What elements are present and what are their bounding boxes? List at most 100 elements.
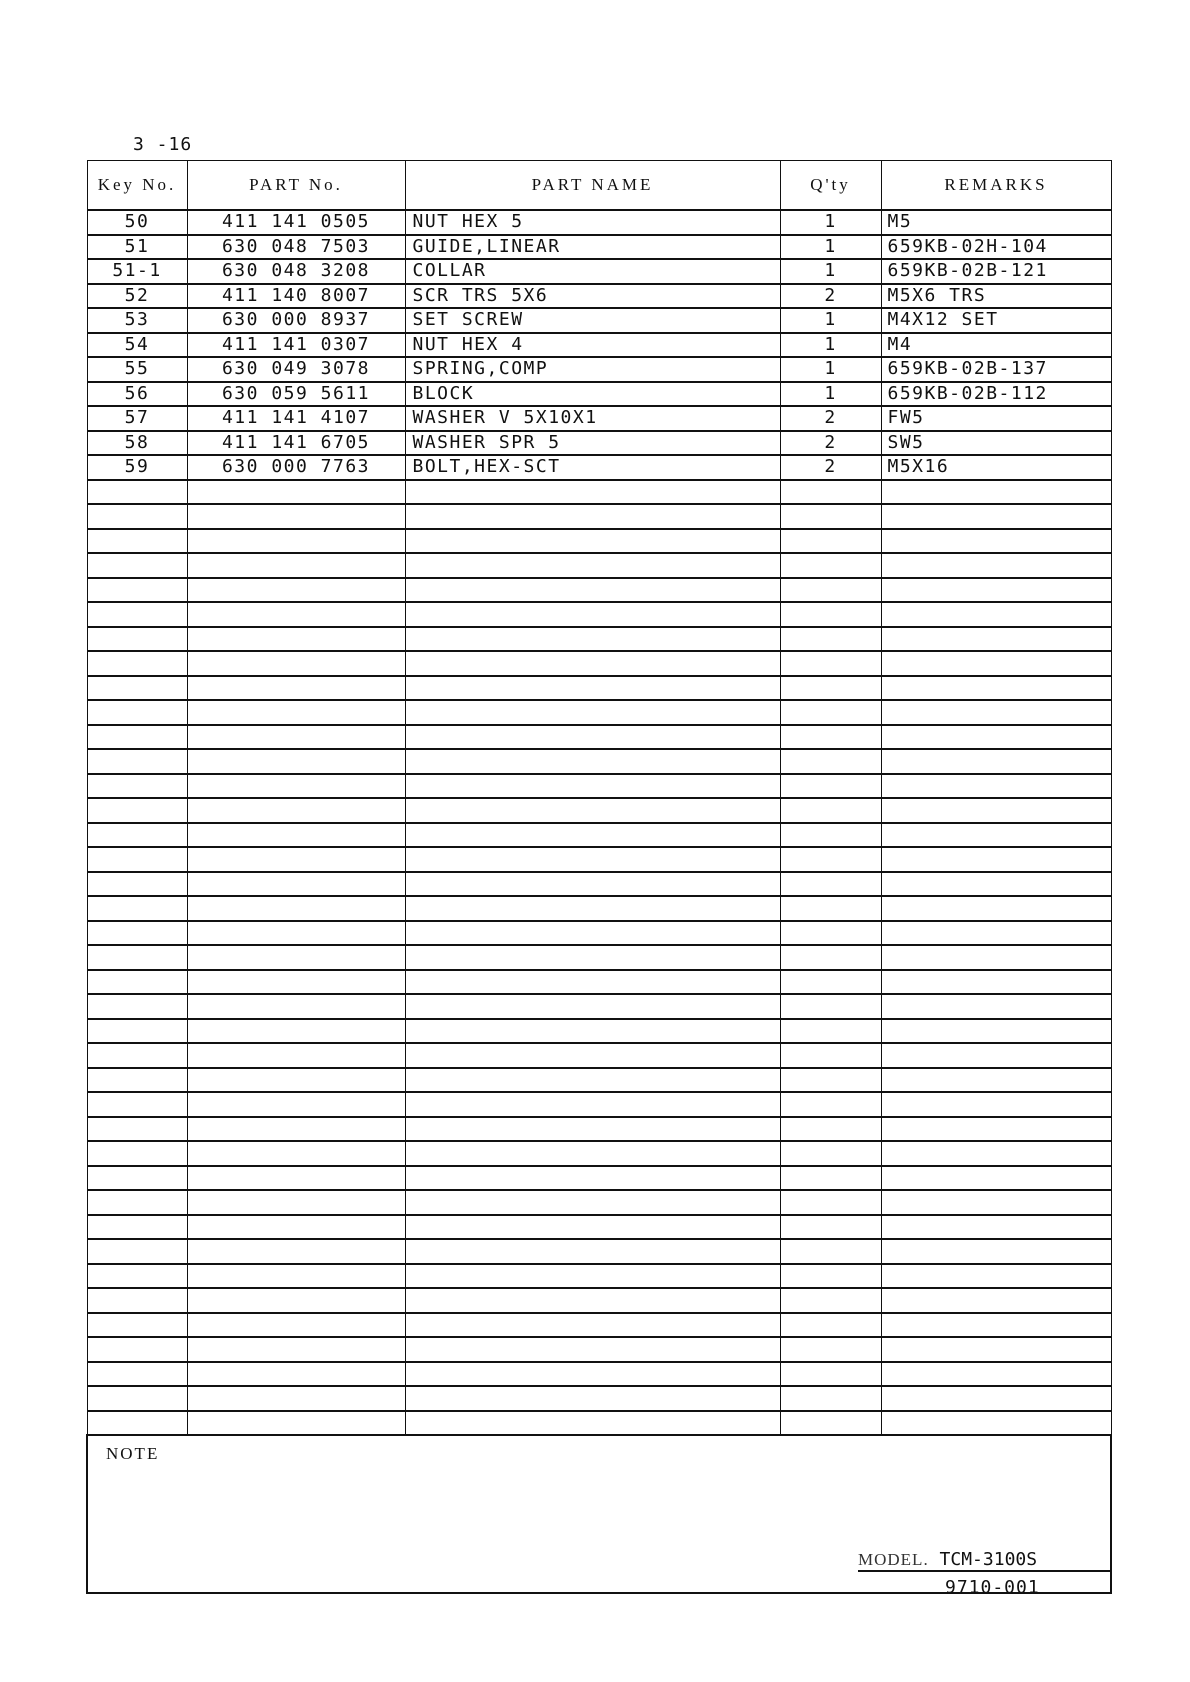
page-number: 3 -16 bbox=[133, 134, 193, 155]
note-label: NOTE bbox=[86, 1434, 1112, 1594]
remarks-cell bbox=[880, 944, 1112, 970]
empty-row bbox=[86, 1018, 1112, 1044]
part-name-cell bbox=[404, 1067, 781, 1093]
key-no-cell bbox=[86, 822, 188, 848]
part-name-cell bbox=[404, 699, 781, 725]
qty-cell bbox=[779, 1091, 882, 1117]
qty-cell bbox=[779, 503, 882, 529]
empty-row bbox=[86, 1238, 1112, 1264]
model-value: TCM-3100S bbox=[939, 1549, 1038, 1570]
part-name-cell bbox=[404, 920, 781, 946]
table-row: 57 411 141 4107 WASHER V 5X10X1 2 FW5 bbox=[86, 405, 1112, 431]
part-no-cell bbox=[186, 626, 406, 652]
part-no-cell bbox=[186, 822, 406, 848]
qty-cell bbox=[779, 1214, 882, 1240]
empty-row bbox=[86, 724, 1112, 750]
key-no-cell bbox=[86, 1410, 188, 1436]
part-name-cell: BOLT,HEX-SCT bbox=[404, 454, 781, 480]
remarks-cell bbox=[880, 1042, 1112, 1068]
qty-cell bbox=[779, 846, 882, 872]
key-no-cell: 53 bbox=[86, 307, 188, 333]
part-name-cell bbox=[404, 1091, 781, 1117]
part-no-cell: 411 140 8007 bbox=[186, 283, 406, 309]
qty-cell bbox=[779, 1189, 882, 1215]
qty-cell bbox=[779, 528, 882, 554]
header-key-no: Key No. bbox=[86, 160, 188, 211]
remarks-cell bbox=[880, 1091, 1112, 1117]
qty-cell bbox=[779, 1140, 882, 1166]
remarks-cell bbox=[880, 503, 1112, 529]
remarks-cell: 659KB-02H-104 bbox=[880, 234, 1112, 260]
qty-cell: 2 bbox=[779, 430, 882, 456]
empty-row bbox=[86, 895, 1112, 921]
qty-cell: 1 bbox=[779, 258, 882, 284]
part-no-cell: 411 141 0307 bbox=[186, 332, 406, 358]
key-no-cell bbox=[86, 748, 188, 774]
part-name-cell bbox=[404, 797, 781, 823]
part-name-cell bbox=[404, 773, 781, 799]
part-no-cell bbox=[186, 1042, 406, 1068]
empty-row bbox=[86, 748, 1112, 774]
empty-row bbox=[86, 626, 1112, 652]
part-no-cell bbox=[186, 1165, 406, 1191]
header-remarks: REMARKS bbox=[880, 160, 1112, 211]
part-no-cell bbox=[186, 969, 406, 995]
key-no-cell: 59 bbox=[86, 454, 188, 480]
qty-cell bbox=[779, 577, 882, 603]
part-no-cell bbox=[186, 650, 406, 676]
part-name-cell bbox=[404, 1385, 781, 1411]
part-name-cell bbox=[404, 650, 781, 676]
key-no-cell bbox=[86, 1361, 188, 1387]
qty-cell bbox=[779, 552, 882, 578]
key-no-cell bbox=[86, 969, 188, 995]
key-no-cell bbox=[86, 552, 188, 578]
part-no-cell bbox=[186, 1116, 406, 1142]
qty-cell bbox=[779, 1287, 882, 1313]
key-no-cell bbox=[86, 1238, 188, 1264]
empty-row bbox=[86, 699, 1112, 725]
part-name-cell: NUT HEX 4 bbox=[404, 332, 781, 358]
key-no-cell: 51-1 bbox=[86, 258, 188, 284]
part-no-cell bbox=[186, 1091, 406, 1117]
key-no-cell bbox=[86, 1263, 188, 1289]
remarks-cell bbox=[880, 846, 1112, 872]
empty-row bbox=[86, 1042, 1112, 1068]
empty-row bbox=[86, 1336, 1112, 1362]
remarks-cell bbox=[880, 1165, 1112, 1191]
part-no-cell: 630 048 3208 bbox=[186, 258, 406, 284]
empty-row bbox=[86, 601, 1112, 627]
part-no-cell bbox=[186, 920, 406, 946]
remarks-cell: 659KB-02B-121 bbox=[880, 258, 1112, 284]
header-part-name: PART NAME bbox=[404, 160, 781, 211]
qty-cell bbox=[779, 1067, 882, 1093]
key-no-cell bbox=[86, 1165, 188, 1191]
empty-row bbox=[86, 944, 1112, 970]
part-name-cell bbox=[404, 626, 781, 652]
empty-row bbox=[86, 675, 1112, 701]
empty-row bbox=[86, 969, 1112, 995]
part-name-cell bbox=[404, 528, 781, 554]
empty-row bbox=[86, 479, 1112, 505]
qty-cell bbox=[779, 479, 882, 505]
part-no-cell bbox=[186, 1336, 406, 1362]
remarks-cell: FW5 bbox=[880, 405, 1112, 431]
empty-row bbox=[86, 1214, 1112, 1240]
document-code: 9710-001 bbox=[945, 1577, 1040, 1598]
part-name-cell bbox=[404, 748, 781, 774]
remarks-cell: M4X12 SET bbox=[880, 307, 1112, 333]
part-no-cell: 411 141 4107 bbox=[186, 405, 406, 431]
key-no-cell: 57 bbox=[86, 405, 188, 431]
qty-cell: 1 bbox=[779, 381, 882, 407]
remarks-cell: SW5 bbox=[880, 430, 1112, 456]
key-no-cell bbox=[86, 675, 188, 701]
qty-cell bbox=[779, 920, 882, 946]
key-no-cell bbox=[86, 871, 188, 897]
key-no-cell bbox=[86, 1189, 188, 1215]
qty-cell bbox=[779, 871, 882, 897]
part-name-cell bbox=[404, 503, 781, 529]
part-no-cell bbox=[186, 895, 406, 921]
empty-row bbox=[86, 1189, 1112, 1215]
part-name-cell: BLOCK bbox=[404, 381, 781, 407]
empty-row bbox=[86, 503, 1112, 529]
table-row: 53 630 000 8937 SET SCREW 1 M4X12 SET bbox=[86, 307, 1112, 333]
